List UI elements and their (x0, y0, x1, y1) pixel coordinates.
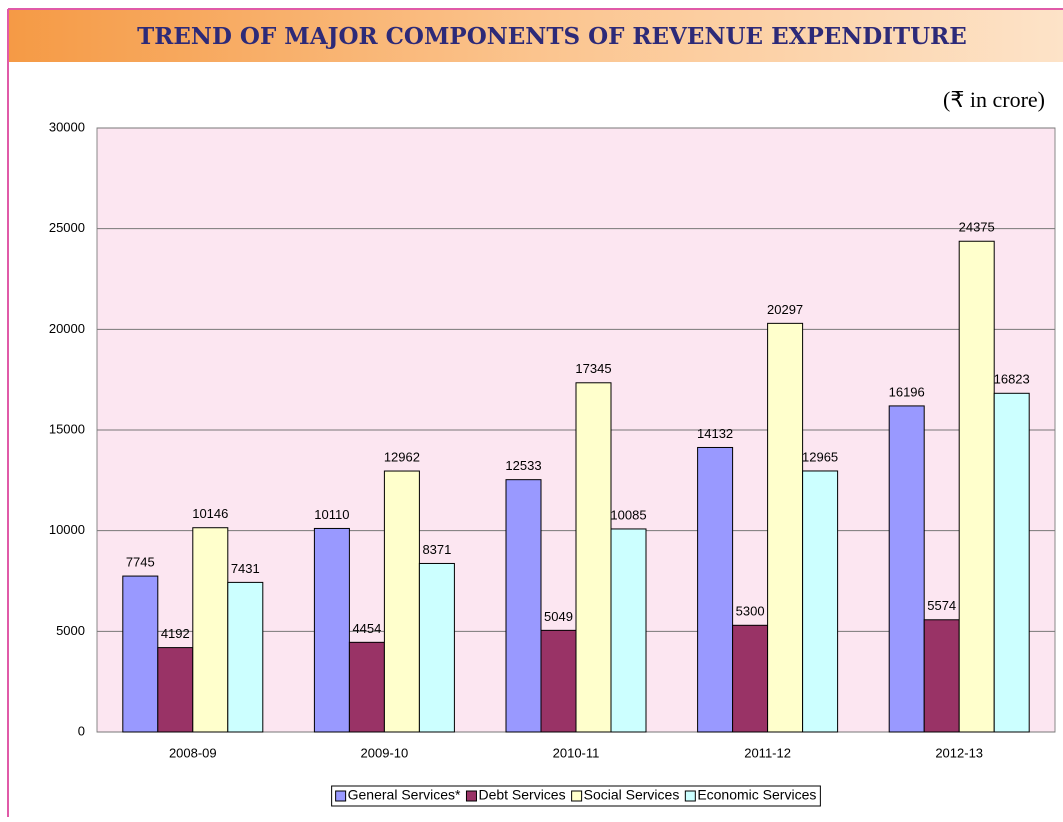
y-tick-label: 30000 (49, 119, 85, 134)
value-label: 12962 (384, 449, 420, 464)
value-label: 16823 (994, 372, 1030, 387)
value-label: 7745 (126, 555, 155, 570)
bar (157, 647, 194, 733)
unit-note: (₹ in crore) (943, 87, 1045, 112)
value-label: 4454 (352, 621, 381, 636)
title-banner (8, 10, 1063, 62)
value-label: 12965 (802, 449, 838, 464)
bar (958, 240, 995, 733)
bar (888, 405, 925, 733)
bar (732, 624, 769, 733)
value-label: 5574 (927, 598, 956, 613)
value-label: 10146 (192, 506, 228, 521)
value-label: 14132 (697, 426, 733, 441)
chart-title: TREND OF MAJOR COMPONENTS OF REVENUE EXP… (137, 23, 967, 50)
bar (923, 619, 960, 733)
bar (227, 581, 264, 733)
y-tick-label: 10000 (49, 522, 85, 537)
value-label: 24375 (959, 220, 995, 235)
legend-swatch (465, 790, 477, 802)
value-label: 20297 (767, 302, 803, 317)
value-label: 8371 (422, 542, 451, 557)
bar (418, 562, 455, 733)
bar (697, 446, 734, 733)
bar (610, 528, 647, 733)
bar (767, 322, 804, 733)
bar (505, 479, 542, 733)
y-tick-label: 5000 (56, 623, 85, 638)
bar (192, 527, 229, 733)
value-label: 17345 (575, 361, 611, 376)
value-label: 10085 (610, 507, 646, 522)
legend-label: Economic Services (697, 787, 816, 803)
x-tick-label: 2012-13 (935, 745, 983, 760)
legend-label: Social Services (584, 787, 680, 803)
bar (540, 629, 577, 733)
x-tick-label: 2010-11 (553, 745, 600, 760)
value-label: 12533 (505, 458, 541, 473)
y-tick-label: 15000 (49, 421, 85, 436)
bar (575, 382, 612, 733)
legend-label: General Services* (348, 787, 461, 803)
legend-label: Debt Services (478, 787, 565, 803)
y-tick-label: 0 (78, 723, 85, 738)
value-label: 10110 (314, 507, 349, 522)
legend-swatch (335, 790, 347, 802)
bar (122, 575, 159, 733)
x-tick-label: 2011-12 (744, 745, 791, 760)
bar (802, 470, 839, 733)
x-tick-label: 2009-10 (361, 745, 409, 760)
value-label: 16196 (889, 384, 925, 399)
bar (313, 527, 350, 733)
value-label: 4192 (161, 626, 190, 641)
y-tick-label: 20000 (49, 321, 85, 336)
value-label: 5300 (736, 604, 765, 619)
bar (348, 641, 385, 733)
bar (383, 470, 420, 733)
y-tick-label: 25000 (49, 220, 85, 235)
legend-swatch (684, 790, 696, 802)
value-label: 5049 (544, 609, 573, 624)
x-tick-label: 2008-09 (169, 745, 217, 760)
value-label: 7431 (231, 561, 260, 576)
bar (993, 392, 1030, 733)
legend-swatch (571, 790, 583, 802)
